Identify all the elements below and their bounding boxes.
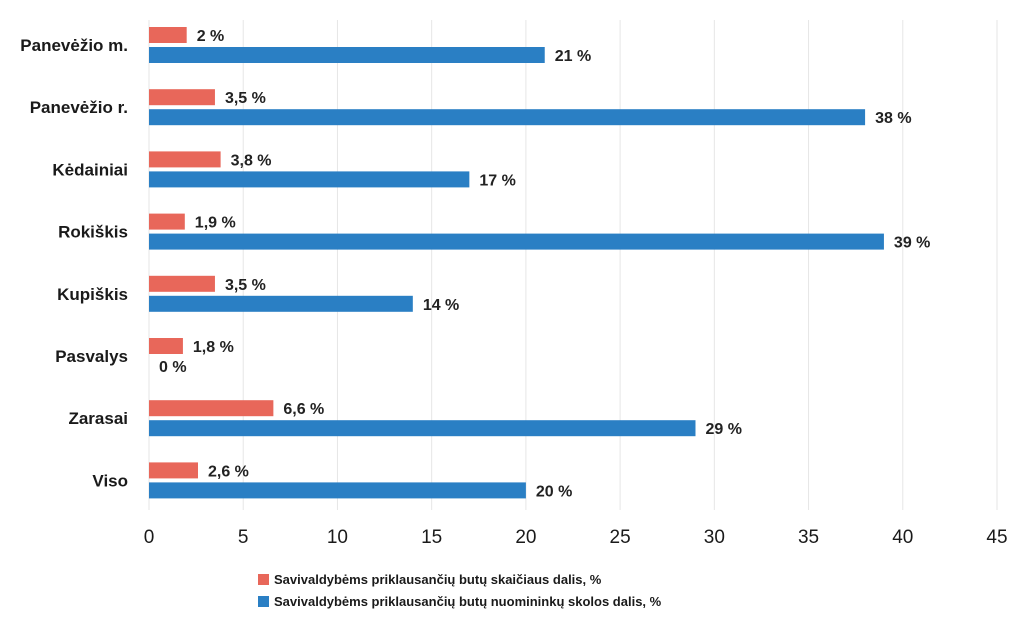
- legend-label-debt-share: Savivaldybėms priklausančių butų nuomini…: [274, 593, 662, 609]
- category-label: Viso: [92, 471, 128, 490]
- gridlines: [148, 20, 998, 510]
- data-label: 17 %: [479, 172, 515, 189]
- bar-units-share: [149, 27, 187, 43]
- data-label: 29 %: [705, 421, 741, 438]
- x-tick-label: 25: [610, 527, 631, 548]
- bar-units-share: [149, 338, 183, 354]
- category-label: Panevėžio r.: [30, 98, 128, 117]
- data-label: 20 %: [536, 483, 572, 500]
- category-label: Zarasai: [68, 409, 128, 428]
- legend-item-debt-share: Savivaldybėms priklausančių butų nuomini…: [258, 590, 818, 612]
- data-label: 14 %: [423, 297, 459, 314]
- legend-item-units-share: Savivaldybėms priklausančių butų skaičia…: [258, 568, 818, 590]
- category-label: Pasvalys: [55, 347, 128, 366]
- data-label: 6,6 %: [283, 401, 324, 418]
- bar-units-share: [149, 400, 274, 417]
- data-label: 39 %: [894, 235, 930, 252]
- category-label: Kupiškis: [57, 285, 128, 304]
- data-label: 3,5 %: [225, 277, 266, 294]
- bar-debt-share: [149, 420, 696, 437]
- data-label: 1,8 %: [193, 339, 234, 356]
- x-tick-label: 20: [515, 527, 536, 548]
- data-label: 3,5 %: [225, 90, 266, 107]
- data-label: 38 %: [875, 110, 911, 127]
- x-tick-label: 40: [892, 527, 913, 548]
- bars: [149, 27, 884, 499]
- bar-debt-share: [149, 233, 884, 250]
- bar-debt-share: [149, 295, 413, 312]
- data-label: 2,6 %: [208, 463, 249, 480]
- legend-swatch-units-share: [258, 573, 269, 585]
- legend-swatch-debt-share: [258, 595, 269, 607]
- bar-debt-share: [149, 109, 866, 126]
- category-labels: Panevėžio m. Panevėžio r. Kėdainiai Rokiški…: [20, 36, 128, 490]
- x-axis-ticks: 0 5 10 15 20 25 30 35 40 45: [144, 527, 1008, 548]
- data-label: 21 %: [555, 48, 591, 65]
- data-labels: 2 % 21 % 3,5 % 38 % 3,8 % 17 % 1,9 % 39 % 3,5 % 1…: [159, 28, 930, 500]
- bar-debt-share: [149, 171, 470, 188]
- category-label: Kėdainiai: [52, 160, 128, 179]
- bar-debt-share: [149, 482, 526, 499]
- bar-units-share: [149, 462, 198, 479]
- x-tick-label: 5: [238, 527, 249, 548]
- x-tick-label: 15: [421, 527, 442, 548]
- data-label: 2 %: [197, 28, 225, 45]
- data-label: 1,9 %: [195, 215, 236, 232]
- legend: Savivaldybėms priklausančių butų skaičia…: [258, 568, 818, 612]
- bar-debt-share: [149, 47, 545, 63]
- x-tick-label: 0: [144, 527, 155, 548]
- x-tick-label: 10: [327, 527, 348, 548]
- category-label: Panevėžio m.: [20, 36, 128, 55]
- data-label: 3,8 %: [231, 152, 272, 169]
- legend-label-units-share: Savivaldybėms priklausančių butų skaičia…: [274, 571, 602, 587]
- x-tick-label: 35: [798, 527, 819, 548]
- bar-units-share: [149, 151, 221, 168]
- bar-units-share: [149, 213, 185, 230]
- x-tick-label: 30: [704, 527, 725, 548]
- data-label: 0 %: [159, 359, 187, 376]
- bar-units-share: [149, 89, 215, 106]
- bar-units-share: [149, 275, 215, 292]
- x-tick-label: 45: [986, 527, 1007, 548]
- category-label: Rokiškis: [58, 223, 128, 242]
